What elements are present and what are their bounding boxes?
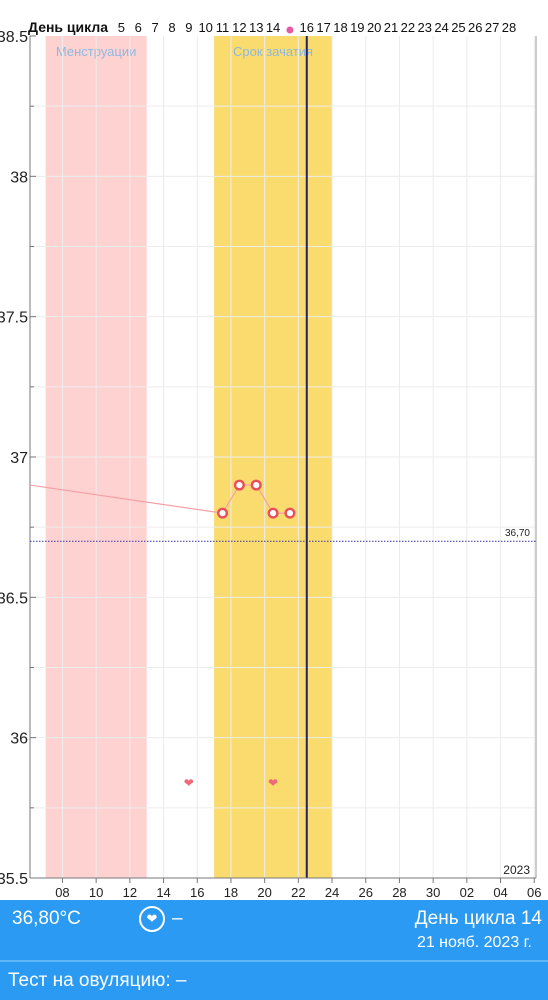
cycle-day-number: 25 bbox=[451, 20, 465, 35]
phase-band-label: Срок зачатия bbox=[233, 44, 313, 59]
cycle-day-header: День цикла 5 6 7 8 9 10 11 12 13 14 16 17 18 19 20 21 22 2… bbox=[28, 19, 516, 35]
x-tick-label: 22 bbox=[291, 885, 305, 900]
grid-lines bbox=[30, 36, 536, 879]
y-tick-label: 36 bbox=[10, 731, 28, 748]
x-tick-label: 28 bbox=[392, 885, 406, 900]
cycle-day-number: 14 bbox=[266, 20, 280, 35]
x-tick-label: 14 bbox=[156, 885, 170, 900]
coverline: 36,70 bbox=[30, 528, 536, 542]
coverline-label: 36,70 bbox=[505, 528, 530, 539]
cycle-day-number: 27 bbox=[485, 20, 499, 35]
x-tick-label: 08 bbox=[55, 885, 69, 900]
divider bbox=[0, 960, 548, 962]
cycle-day-number: 19 bbox=[350, 20, 364, 35]
x-tick-label: 20 bbox=[257, 885, 271, 900]
cycle-day-number: 13 bbox=[249, 20, 263, 35]
cycle-day-label: День цикла 14 bbox=[414, 908, 542, 929]
cycle-day-number: 23 bbox=[417, 20, 431, 35]
x-axis: 08 10 12 14 16 18 20 22 24 26 28 30 02 04 06 bbox=[30, 877, 541, 900]
y-axis: 35.5 36 36.5 37 37.5 38 38.5 bbox=[0, 29, 537, 888]
cycle-day-number: 5 bbox=[118, 20, 125, 35]
cycle-header-label: День цикла bbox=[28, 19, 108, 35]
x-tick-label: 30 bbox=[426, 885, 440, 900]
cycle-day-number: 10 bbox=[198, 20, 212, 35]
x-tick-label: 06 bbox=[527, 885, 541, 900]
ovulation-dot-icon bbox=[286, 26, 294, 34]
ovulation-test-row[interactable]: Тест на овуляцию: – bbox=[8, 970, 187, 991]
heart-icon: ❤ bbox=[184, 776, 194, 790]
cycle-day-number: 28 bbox=[502, 20, 516, 35]
temperature-value[interactable]: 36,80°C bbox=[12, 908, 81, 929]
y-tick-label: 36.5 bbox=[0, 590, 28, 607]
cycle-day-number: 11 bbox=[216, 20, 230, 35]
temperature-point bbox=[217, 507, 229, 519]
temperature-point bbox=[267, 507, 279, 519]
cycle-day-number: 21 bbox=[384, 20, 398, 35]
cycle-day-number: 18 bbox=[333, 20, 347, 35]
y-tick-label: 35.5 bbox=[0, 871, 28, 888]
cycle-day-number: 17 bbox=[316, 20, 330, 35]
y-tick-label: 38.5 bbox=[0, 29, 28, 46]
cycle-day-number: 20 bbox=[367, 20, 381, 35]
cycle-day-number: 7 bbox=[152, 20, 159, 35]
temperature-point bbox=[284, 507, 296, 519]
cycle-day-number: 8 bbox=[168, 20, 175, 35]
cycle-day-number: 9 bbox=[185, 20, 192, 35]
cycle-day-number: 16 bbox=[300, 20, 314, 35]
x-tick-label: 26 bbox=[359, 885, 373, 900]
prev-cycle-connector bbox=[29, 484, 223, 514]
x-tick-label: 10 bbox=[89, 885, 103, 900]
temperature-point bbox=[233, 479, 245, 491]
x-tick-label: 12 bbox=[123, 885, 137, 900]
cycle-day-number: 22 bbox=[401, 20, 415, 35]
cycle-day-number: 12 bbox=[232, 20, 246, 35]
info-panel: 36,80°C ❤ – День цикла 14 21 нояб. 2023 … bbox=[0, 900, 548, 1000]
x-tick-label: 24 bbox=[325, 885, 339, 900]
intercourse-value: – bbox=[172, 908, 183, 929]
heart-icon: ❤ bbox=[268, 776, 278, 790]
y-tick-label: 37.5 bbox=[0, 310, 28, 327]
cycle-day-number: 24 bbox=[434, 20, 448, 35]
x-tick-label: 02 bbox=[460, 885, 474, 900]
cycle-day-number: 26 bbox=[468, 20, 482, 35]
x-tick-label: 16 bbox=[190, 885, 204, 900]
x-tick-label: 04 bbox=[493, 885, 507, 900]
y-tick-label: 38 bbox=[10, 169, 28, 186]
temperature-point bbox=[250, 479, 262, 491]
cycle-day-number: 6 bbox=[135, 20, 142, 35]
heart-icon[interactable]: ❤ bbox=[139, 906, 165, 932]
selected-date: 21 нояб. 2023 г. bbox=[416, 934, 532, 951]
year-label: 2023 bbox=[503, 863, 530, 877]
bbt-chart[interactable]: Менструации Срок зачатия 35.53636.53737.5… bbox=[0, 0, 548, 900]
intercourse-markers: ❤ ❤ bbox=[184, 776, 278, 790]
x-tick-label: 18 bbox=[224, 885, 238, 900]
temperature-series bbox=[29, 36, 308, 878]
y-tick-label: 37 bbox=[10, 450, 28, 467]
